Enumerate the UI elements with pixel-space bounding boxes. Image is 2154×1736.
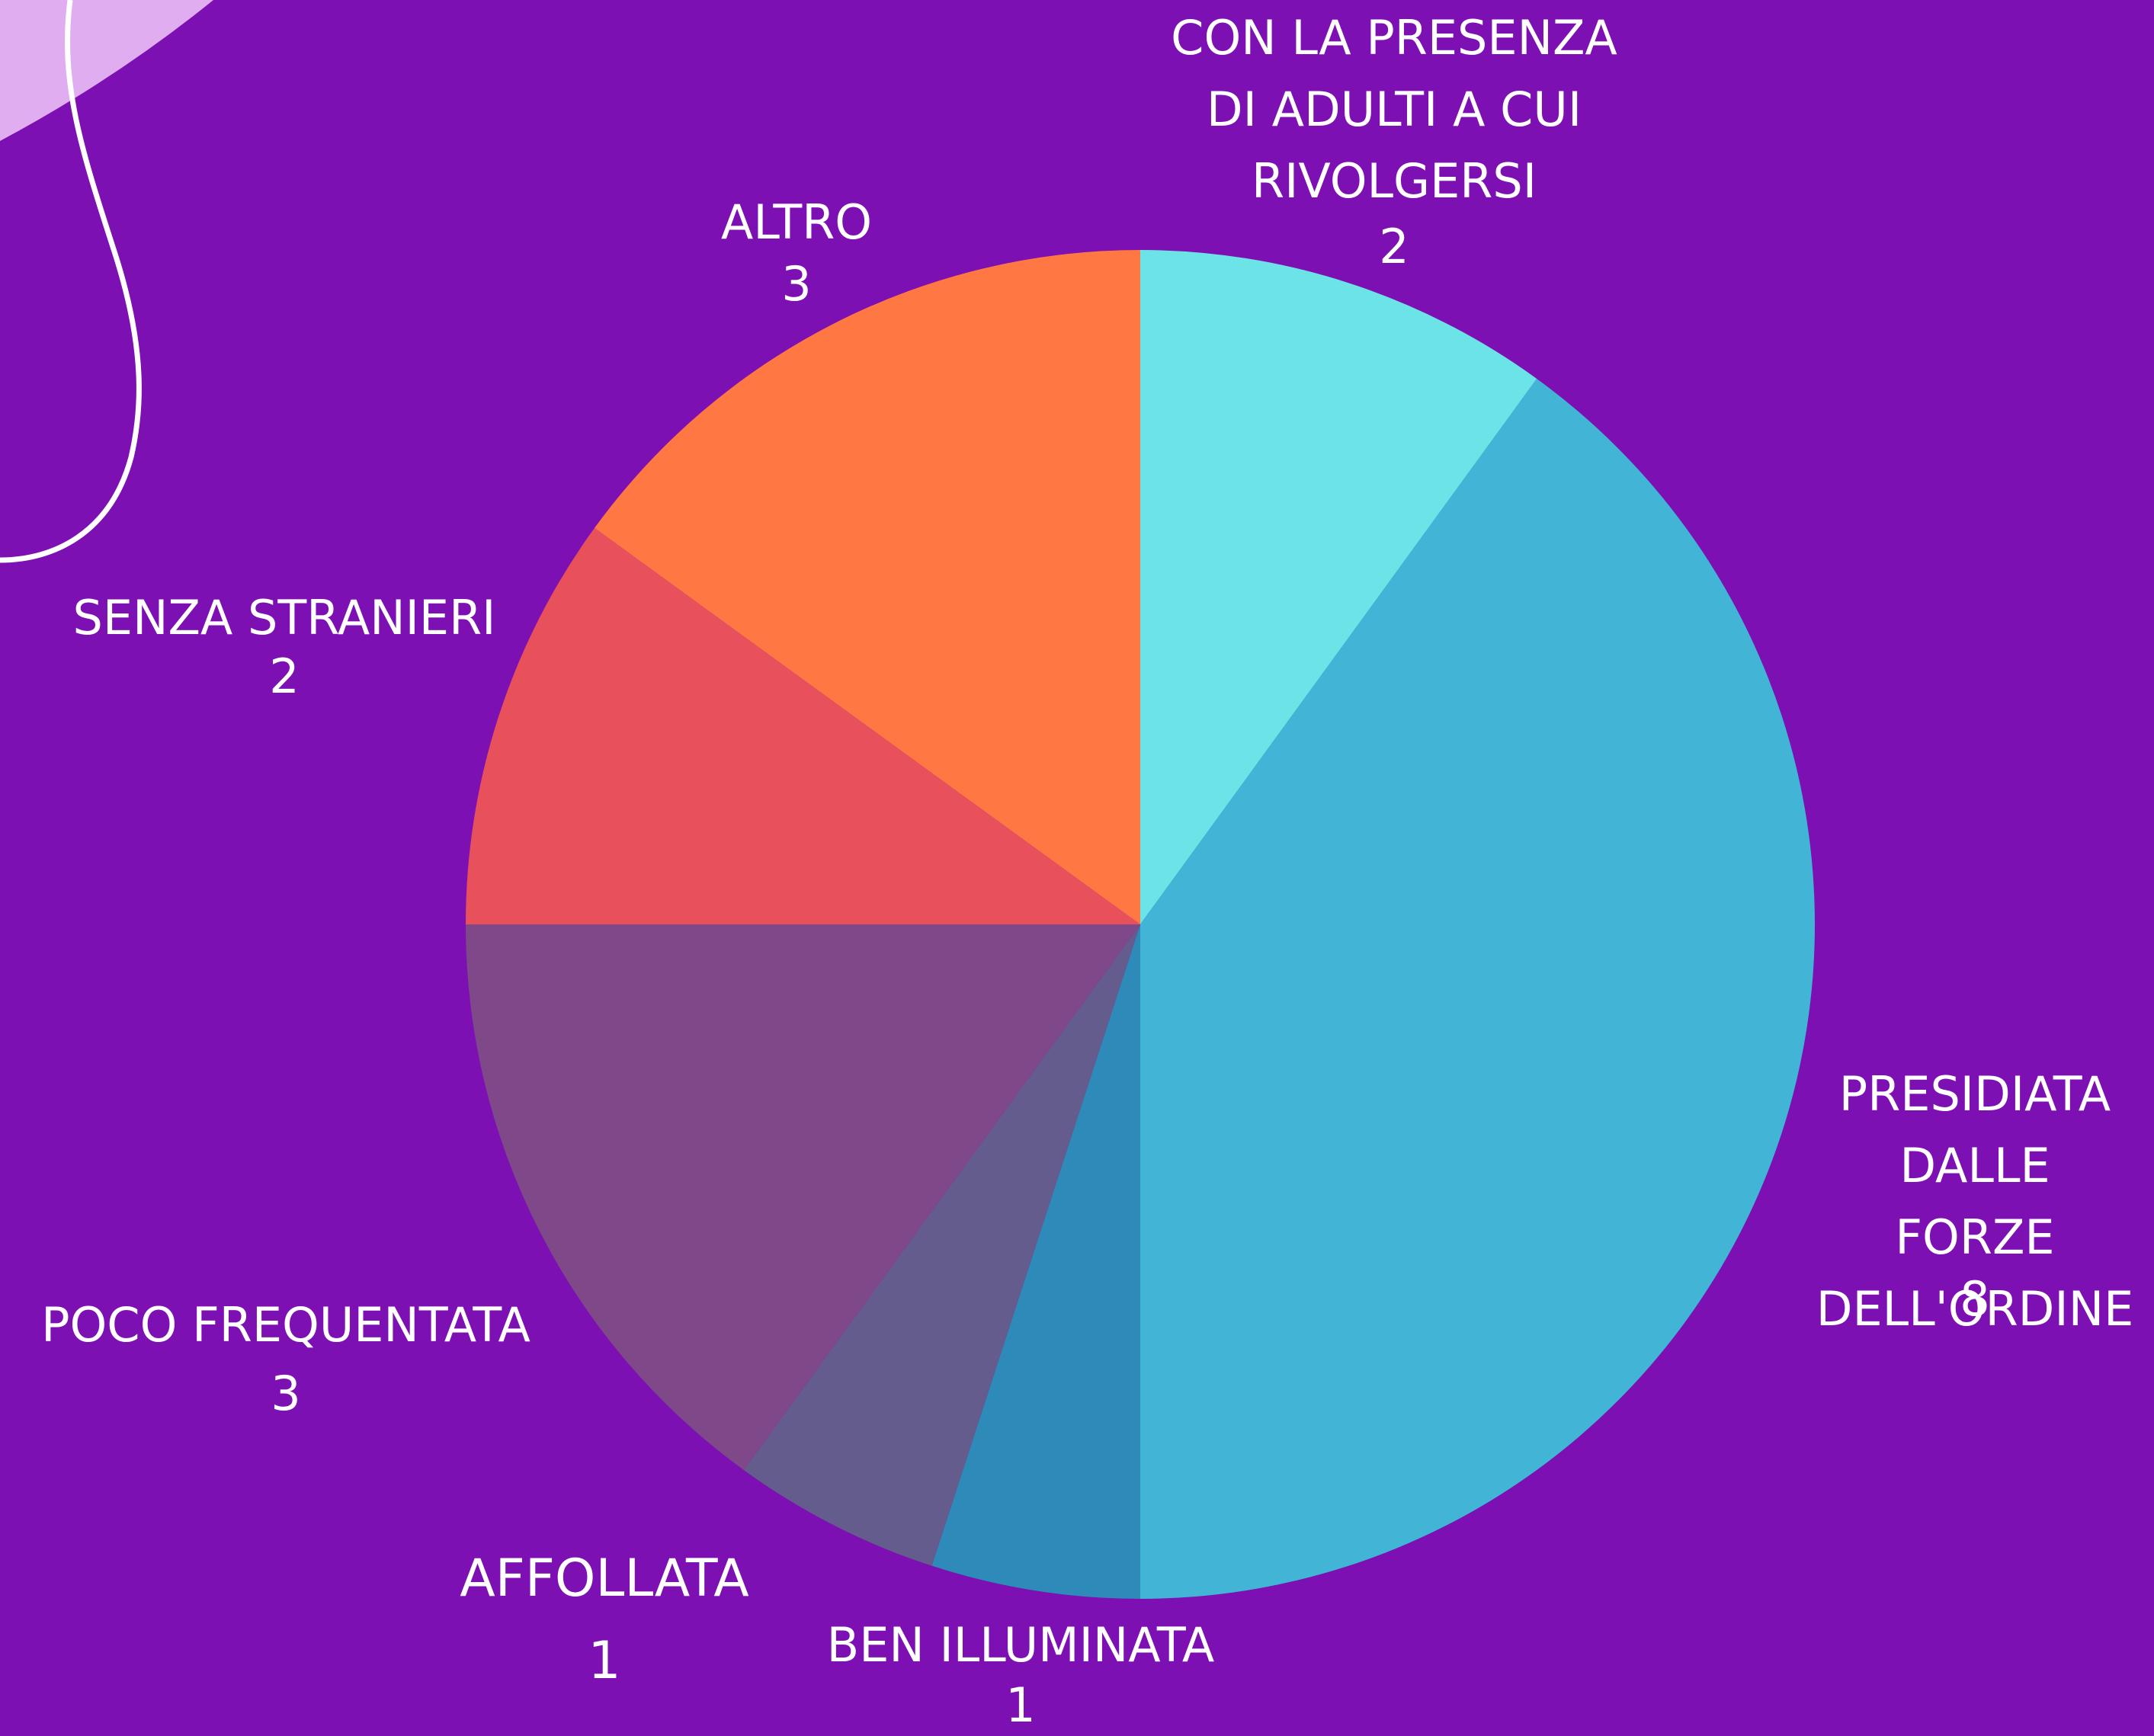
slice-value: 3 (271, 1366, 301, 1421)
pie-slice (931, 924, 1140, 1599)
slice-label: ALTRO (720, 194, 873, 250)
pie-slice (743, 924, 1140, 1566)
decoration-line (0, 0, 142, 563)
slice-label: POCO FREQUENTATA (41, 1297, 530, 1353)
slice-label: PRESIDIATA DALLE FORZE DELL'ORDINE (1816, 1066, 2134, 1337)
pie-slice (1140, 250, 1537, 924)
pie-slice (466, 527, 1140, 924)
slice-value: 3 (781, 256, 812, 312)
slice-label: SENZA STRANIERI (72, 590, 496, 645)
slice-label: CON LA PRESENZA DI ADULTI A CUI RIVOLGER… (1171, 10, 1617, 209)
slice-label: BEN ILLUMINATA (826, 1617, 1215, 1673)
pie-slice (1140, 379, 1816, 1599)
slice-value: 2 (269, 649, 300, 704)
slice-value: 1 (1005, 1677, 1036, 1733)
pie-slice (466, 924, 1140, 1470)
slice-value: 2 (1379, 219, 1409, 274)
pie-slice (595, 250, 1140, 924)
decoration (0, 0, 213, 141)
slice-value: 8 (1960, 1271, 1990, 1327)
slice-label: AFFOLLATA (460, 1549, 749, 1609)
slice-value: 1 (588, 1631, 621, 1691)
